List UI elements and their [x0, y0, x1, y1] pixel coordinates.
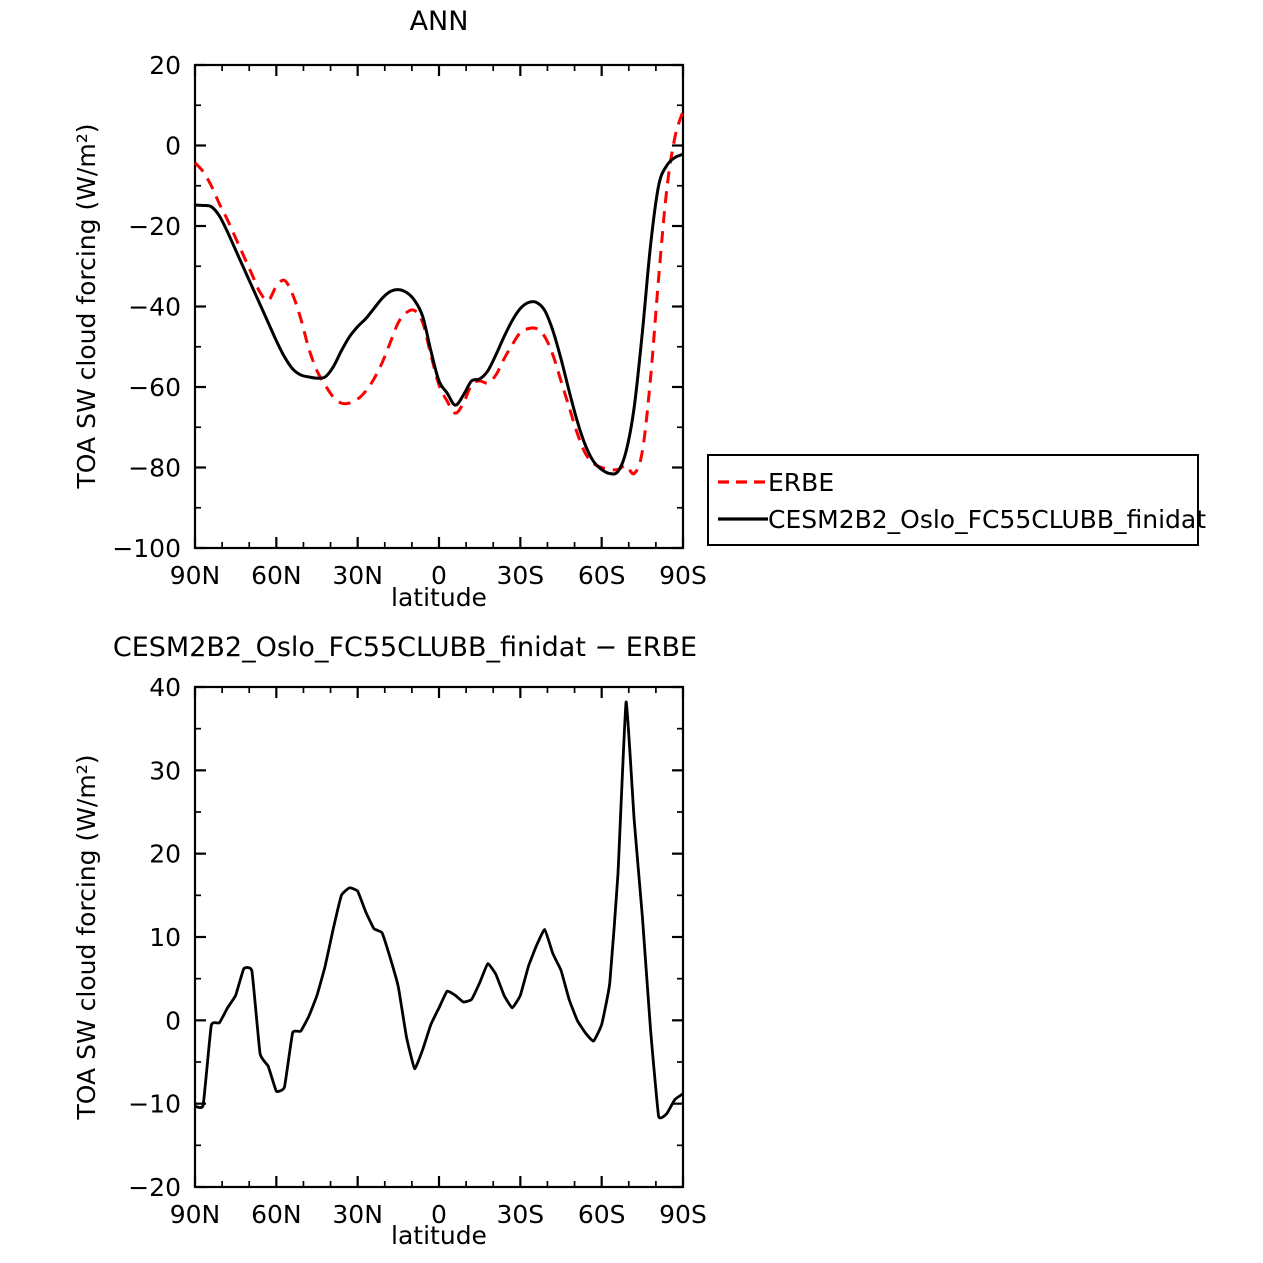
bottom-x-axis-title: latitude — [391, 1221, 487, 1250]
x-tick-label: 60S — [578, 1200, 626, 1229]
y-tick-label: −10 — [128, 1090, 181, 1119]
legend-box — [707, 454, 1199, 546]
series-path — [194, 700, 684, 1120]
y-tick-label: −80 — [128, 454, 181, 483]
top-y-tick-labels: 20 0 −20 −40 −60 −80 −100 — [112, 51, 181, 563]
top-x-tick-labels: 90N 60N 30N 0 30S 60S 90S — [170, 561, 707, 590]
x-tick-label: 90N — [170, 561, 221, 590]
top-panel-title: ANN — [410, 6, 469, 37]
x-tick-label: 90S — [659, 1200, 707, 1229]
bottom-panel: CESM2B2_Oslo_FC55CLUBB_finidat − ERBE 40… — [0, 620, 1263, 1263]
x-tick-label: 60N — [251, 1200, 302, 1229]
legend-label-erbe: ERBE — [768, 468, 834, 497]
legend: ERBE CESM2B2_Oslo_FC55CLUBB_finidat — [707, 454, 1206, 546]
y-tick-label: −20 — [128, 212, 181, 241]
y-tick-label: 0 — [165, 132, 181, 161]
x-tick-label: 60N — [251, 561, 302, 590]
x-tick-label: 30S — [496, 1200, 544, 1229]
bottom-panel-axes: 40 30 20 10 0 −10 −20 90N 60N 30N 0 30S 60S 90S — [128, 673, 707, 1229]
bottom-plot-frame — [193, 685, 685, 1189]
x-tick-label: 30S — [496, 561, 544, 590]
y-tick-label: 30 — [149, 756, 181, 785]
bottom-y-axis-title: TOA SW cloud forcing (W/m²) — [72, 755, 101, 1121]
y-tick-label: −60 — [128, 373, 181, 402]
bottom-panel-title: CESM2B2_Oslo_FC55CLUBB_finidat − ERBE — [113, 632, 697, 663]
top-y-axis-title: TOA SW cloud forcing (W/m²) — [72, 124, 101, 490]
bottom-y-tick-labels: 40 30 20 10 0 −10 −20 — [128, 673, 181, 1202]
x-tick-label: 30N — [332, 1200, 383, 1229]
x-tick-label: 60S — [578, 561, 626, 590]
series-path — [194, 152, 684, 476]
top-axis-ticks — [193, 63, 685, 550]
top-plot-frame — [193, 63, 685, 550]
bottom-axis-ticks — [193, 685, 685, 1189]
y-tick-label: −20 — [128, 1173, 181, 1202]
bottom-x-tick-labels: 90N 60N 30N 0 30S 60S 90S — [170, 1200, 707, 1229]
y-tick-label: −100 — [112, 534, 181, 563]
top-panel: ANN 20 0 −20 −40 −60 −80 −100 90N 60N 30N 0 30S 60S… — [0, 0, 1263, 625]
x-tick-label: 0 — [431, 561, 447, 590]
series-path — [193, 110, 685, 476]
top-x-axis-title: latitude — [391, 583, 487, 612]
y-tick-label: 40 — [149, 673, 181, 702]
top-data-series — [193, 110, 685, 476]
bottom-data-series — [194, 700, 684, 1120]
y-tick-label: 10 — [149, 923, 181, 952]
legend-label-model: CESM2B2_Oslo_FC55CLUBB_finidat — [768, 505, 1206, 534]
y-tick-label: 20 — [149, 840, 181, 869]
y-tick-label: −40 — [128, 293, 181, 322]
x-tick-label: 30N — [332, 561, 383, 590]
y-tick-label: 0 — [165, 1006, 181, 1035]
x-tick-label: 0 — [431, 1200, 447, 1229]
x-tick-label: 90S — [659, 561, 707, 590]
top-panel-axes: 20 0 −20 −40 −60 −80 −100 90N 60N 30N 0 30S 60S 90S — [112, 51, 707, 590]
x-tick-label: 90N — [170, 1200, 221, 1229]
y-tick-label: 20 — [149, 51, 181, 80]
